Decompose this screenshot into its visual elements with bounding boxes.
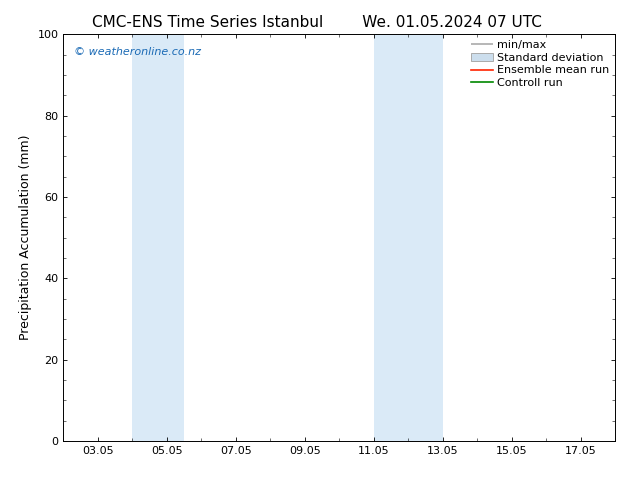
Bar	[373, 34, 443, 441]
Legend: min/max, Standard deviation, Ensemble mean run, Controll run: min/max, Standard deviation, Ensemble me…	[467, 37, 612, 92]
Text: CMC-ENS Time Series Istanbul        We. 01.05.2024 07 UTC: CMC-ENS Time Series Istanbul We. 01.05.2…	[92, 15, 542, 30]
Text: © weatheronline.co.nz: © weatheronline.co.nz	[74, 47, 202, 56]
Y-axis label: Precipitation Accumulation (mm): Precipitation Accumulation (mm)	[19, 135, 32, 341]
Bar	[133, 34, 184, 441]
